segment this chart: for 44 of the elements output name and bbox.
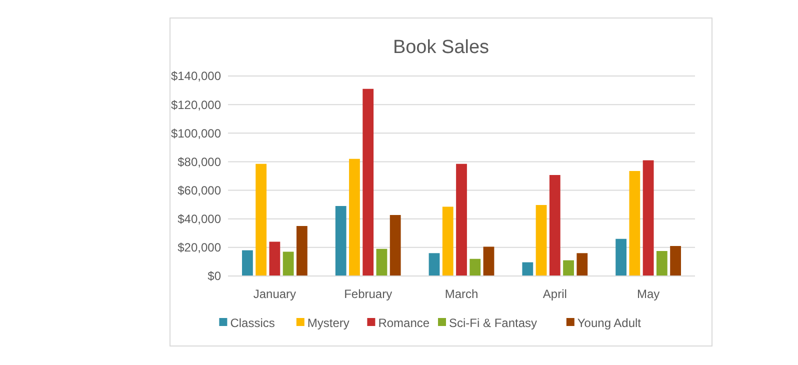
- bar: [376, 248, 388, 276]
- bar: [242, 250, 253, 276]
- legend-label: Young Adult: [577, 316, 642, 330]
- y-tick-label: $80,000: [178, 154, 222, 169]
- x-tick-label: January: [253, 287, 296, 301]
- x-tick-label: February: [344, 287, 392, 301]
- bar: [483, 246, 494, 276]
- x-tick-label: April: [542, 287, 567, 301]
- legend-label: Romance: [378, 316, 430, 330]
- bar: [536, 205, 547, 276]
- bar: [296, 226, 308, 276]
- bar: [670, 246, 681, 276]
- bar: [549, 175, 560, 276]
- bar: [362, 88, 374, 276]
- x-tick-label: March: [444, 287, 478, 301]
- x-tick-label: May: [636, 287, 660, 301]
- bar: [282, 252, 294, 276]
- y-tick-label: $40,000: [178, 212, 222, 226]
- bar: [470, 258, 481, 276]
- y-tick-label: $20,000: [178, 240, 222, 255]
- legend-label: Classics: [230, 316, 275, 330]
- legend-label: Sci-Fi & Fantasy: [449, 316, 538, 330]
- bar: [522, 262, 534, 276]
- legend-label: Mystery: [307, 316, 350, 330]
- y-tick-label: $60,000: [178, 183, 222, 198]
- bar: [656, 251, 668, 276]
- y-tick-label: $100,000: [170, 126, 222, 140]
- y-tick-label: $120,000: [170, 98, 222, 112]
- bar: [456, 164, 467, 276]
- bar: [269, 242, 280, 276]
- chart-title: Book Sales: [392, 37, 490, 58]
- bar: [616, 238, 627, 276]
- bar: [428, 253, 440, 276]
- bar: [256, 164, 267, 276]
- y-tick-label: $140,000: [170, 69, 222, 84]
- y-tick-label: $0: [208, 269, 222, 284]
- bar: [629, 171, 640, 276]
- bar: [335, 206, 346, 276]
- bar: [442, 206, 454, 276]
- bar: [576, 253, 588, 276]
- bar: [642, 160, 654, 276]
- bar: [563, 260, 574, 276]
- bar: [390, 215, 401, 276]
- bar: [349, 158, 360, 276]
